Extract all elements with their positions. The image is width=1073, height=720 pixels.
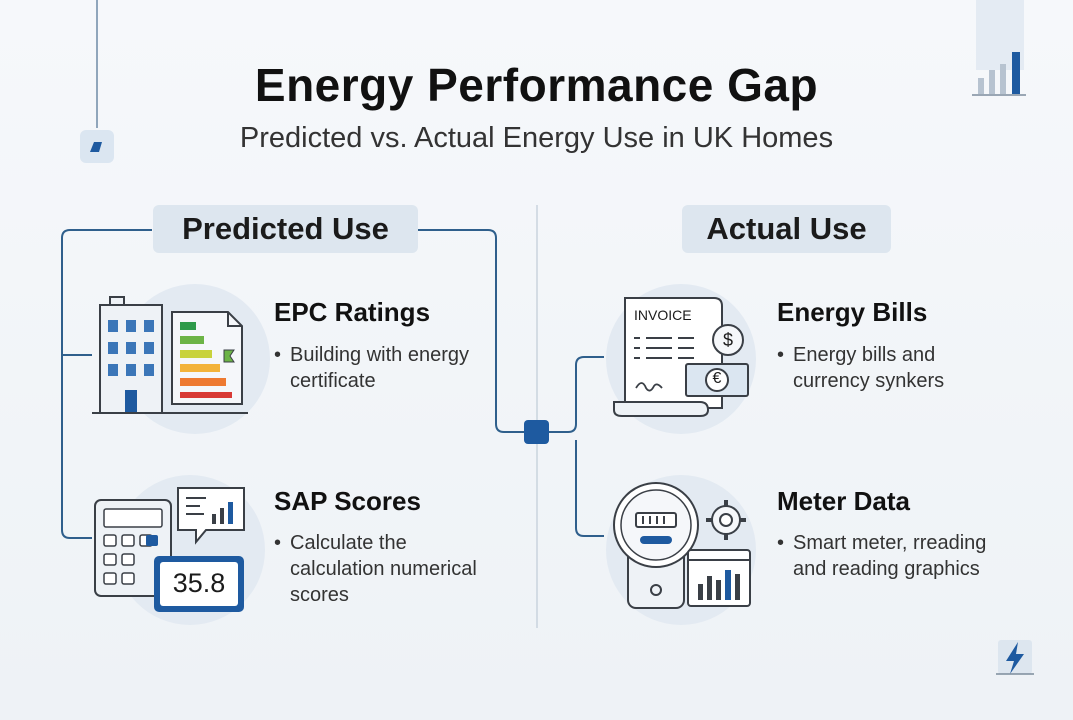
page-title: Energy Performance Gap [254,59,819,111]
sap-scores-title: SAP Scores [274,486,421,516]
dollar-symbol: $ [722,330,733,350]
energy-bills-desc: • Energy bills and currency synkers [777,342,1007,398]
bar-chart-icon [972,0,1026,96]
lightning-icon [996,640,1034,675]
center-node [524,420,549,444]
epc-ratings-desc-text: Building with energy certificate [290,344,469,392]
sap-score-display: 35.8 [172,568,226,598]
meter-data-desc-text: Smart meter, rreading and reading graphi… [793,532,987,580]
epc-ratings-desc: • Building with energy certificate [274,342,504,398]
predicted-to-center [418,229,524,433]
euro-symbol: € [712,370,722,387]
bullet-dot: • [777,532,785,554]
meter-data-title: Meter Data [777,486,910,516]
predicted-use-label: Predicted Use [153,205,418,253]
bullet-dot: • [274,532,282,554]
energy-bills-desc-text: Energy bills and currency synkers [793,344,945,392]
sap-scores-desc: • Calculate the calculation numerical sc… [274,530,504,612]
epc-ratings-title: EPC Ratings [274,297,431,327]
sap-scores-desc-text: Calculate the calculation numerical scor… [290,532,477,606]
bullet-dot: • [274,344,282,366]
bullet-dot: • [777,344,785,366]
invoice-label: INVOICE [634,307,692,323]
page-subtitle: Predicted vs. Actual Energy Use in UK Ho… [239,122,834,154]
right-branch [549,356,604,537]
hanging-tag-icon [80,130,114,163]
energy-bills-title: Energy Bills [777,297,928,327]
actual-use-label: Actual Use [682,205,891,253]
meter-data-desc: • Smart meter, rreading and reading grap… [777,530,1007,612]
left-bracket [61,229,152,539]
